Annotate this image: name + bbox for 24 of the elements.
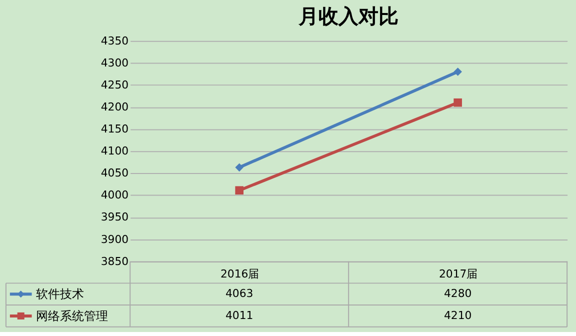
data-label: 4011 bbox=[225, 308, 254, 322]
y-tick-label: 4100 bbox=[100, 144, 129, 158]
point bbox=[235, 163, 244, 172]
data-label: 4280 bbox=[444, 287, 472, 300]
y-tick-label: 4050 bbox=[100, 166, 129, 180]
y-tick-label: 3950 bbox=[100, 210, 129, 224]
x-tick-label: 2017届 bbox=[438, 268, 478, 281]
y-tick-label: 4200 bbox=[100, 100, 129, 114]
point bbox=[235, 186, 244, 194]
y-tick-label: 4150 bbox=[100, 122, 129, 136]
point bbox=[454, 68, 462, 76]
x-tick-label: 2016届 bbox=[220, 268, 260, 281]
point bbox=[454, 98, 462, 107]
y-tick-label: 4250 bbox=[100, 78, 129, 92]
y-tick-label: 3900 bbox=[100, 232, 129, 246]
data-label: 4063 bbox=[225, 287, 254, 300]
y-tick-label: 4300 bbox=[100, 56, 129, 70]
y-tick-label: 4350 bbox=[100, 34, 129, 48]
legend-label: 网络系统管理 bbox=[36, 308, 108, 323]
y-tick-label: 4000 bbox=[100, 188, 129, 202]
data-label: 4210 bbox=[444, 308, 472, 322]
chart-title: 月收入对比 bbox=[298, 4, 399, 28]
y-tick-label: 3850 bbox=[100, 254, 129, 268]
legend-label: 软件技术 bbox=[36, 287, 84, 302]
